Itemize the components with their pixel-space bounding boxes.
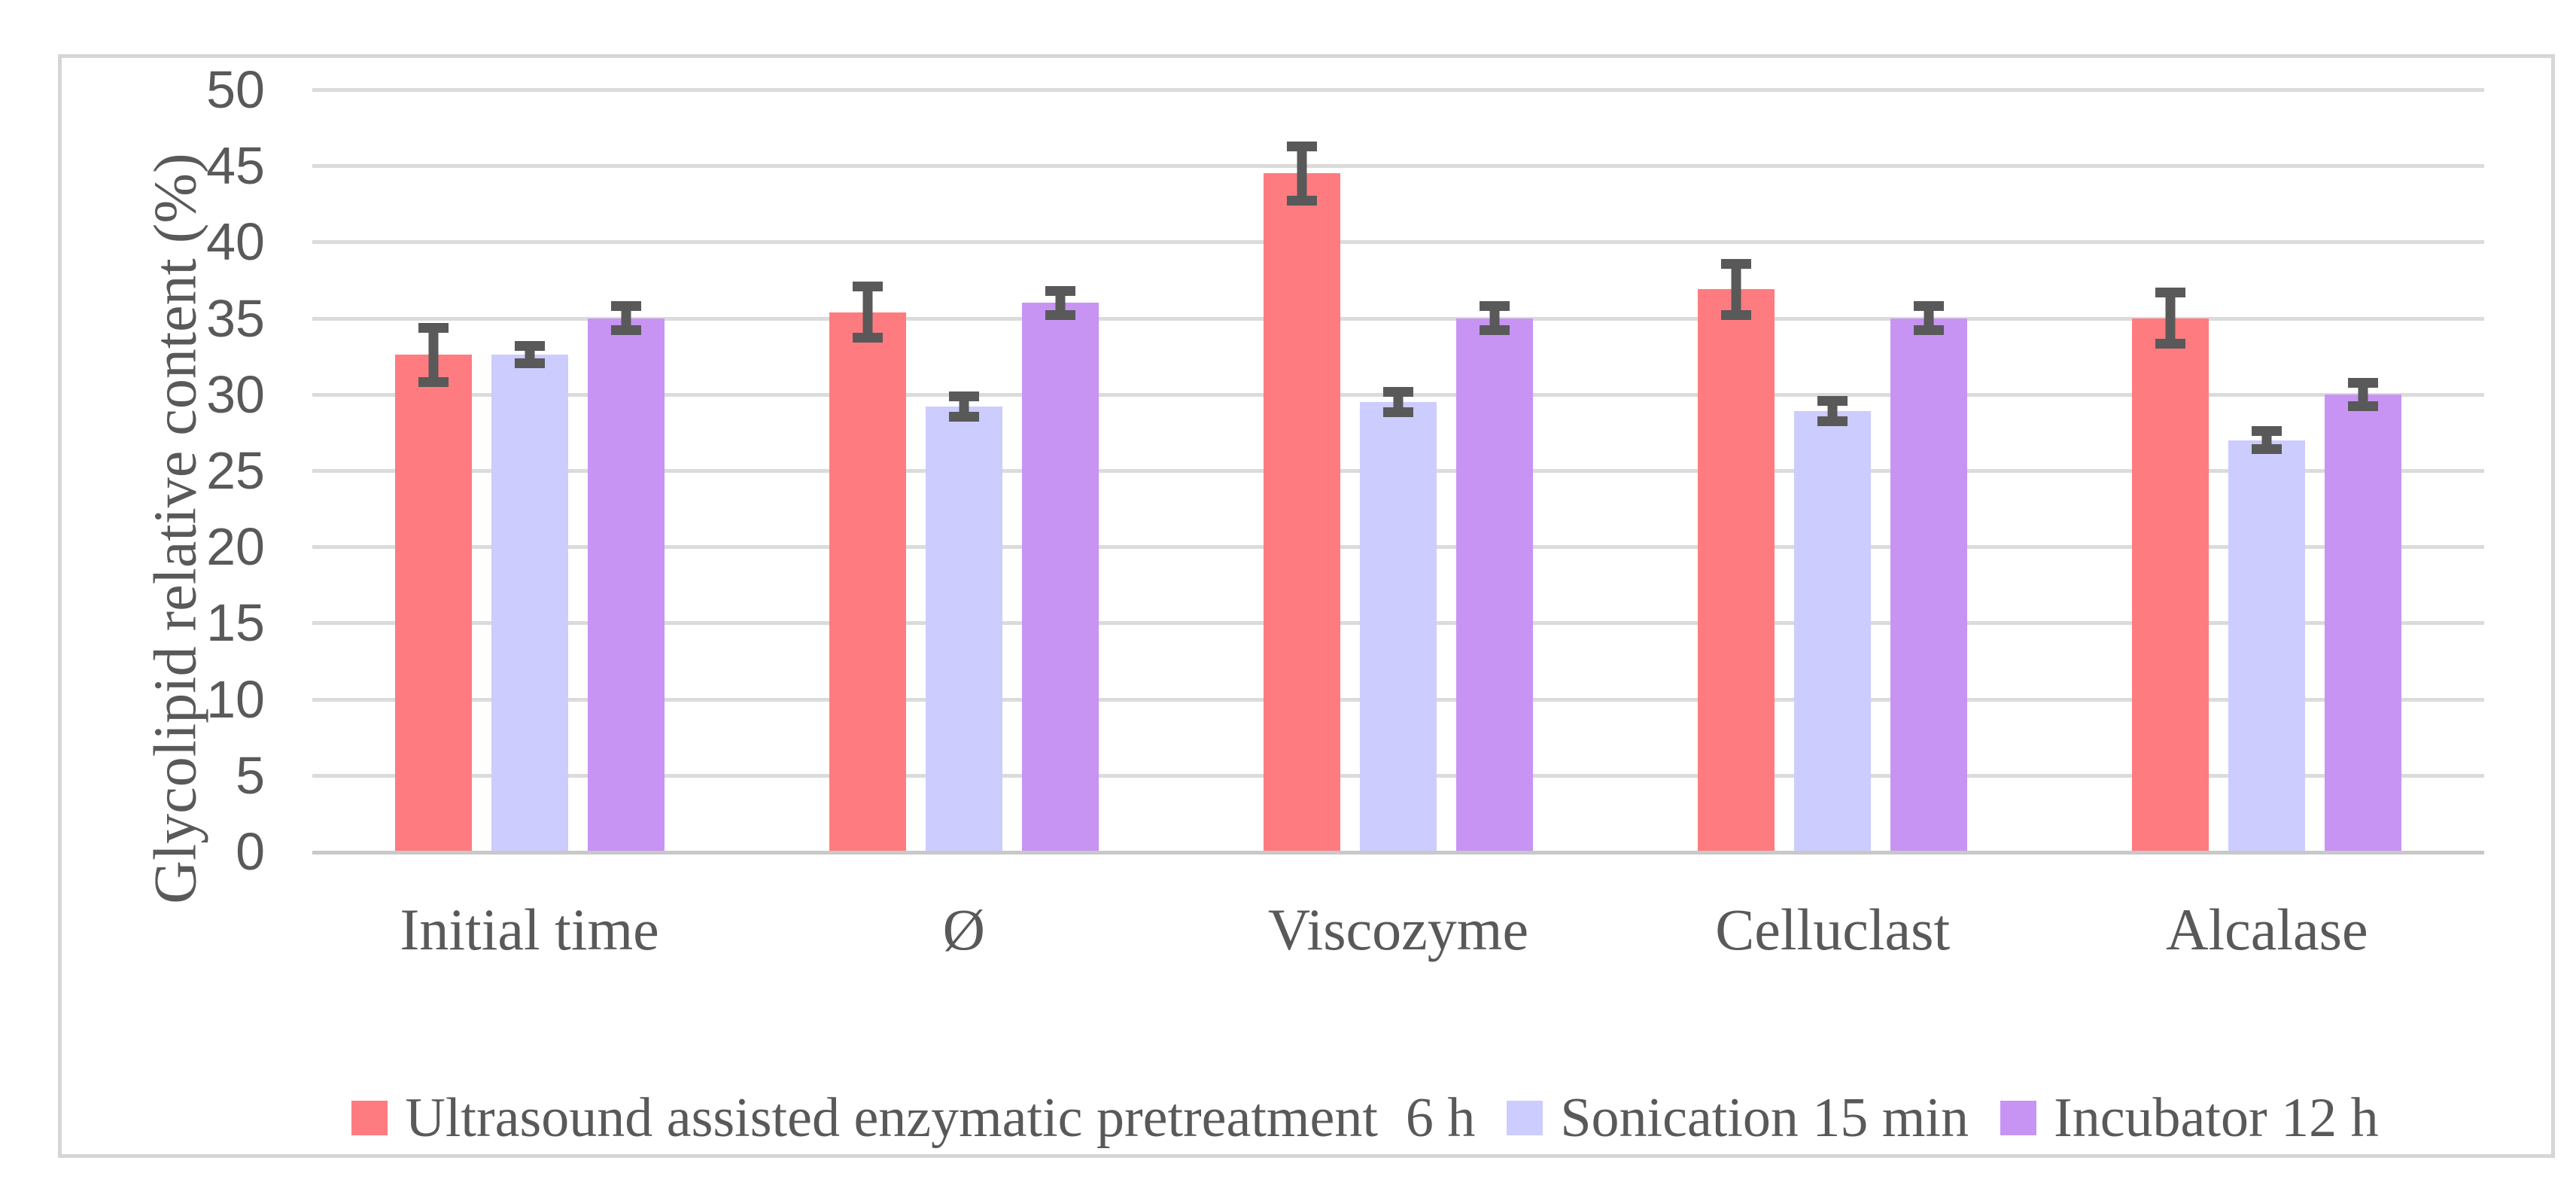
bar bbox=[1360, 401, 1437, 852]
error-bar-stem bbox=[1297, 141, 1307, 206]
error-bar-cap-top bbox=[948, 391, 979, 401]
error-bar-stem bbox=[428, 322, 439, 387]
error-bar-cap-top bbox=[2155, 288, 2186, 298]
bar bbox=[829, 312, 906, 852]
error-bar bbox=[829, 282, 906, 343]
bar bbox=[587, 318, 665, 852]
error-bar bbox=[588, 301, 665, 335]
error-bar bbox=[1360, 386, 1437, 418]
error-bar-cap-bottom bbox=[418, 376, 449, 387]
legend-label: Incubator 12 h bbox=[2054, 1087, 2379, 1149]
error-bar bbox=[1456, 301, 1533, 335]
error-bar bbox=[395, 322, 472, 387]
error-bar-cap-top bbox=[1480, 301, 1510, 312]
error-bar-cap-bottom bbox=[1045, 309, 1075, 320]
bar bbox=[1264, 173, 1340, 852]
category-label: Alcalase bbox=[2166, 897, 2368, 962]
error-bar-cap-top bbox=[1721, 258, 1752, 269]
error-bar-cap-bottom bbox=[1817, 416, 1848, 427]
error-bar bbox=[2132, 288, 2209, 349]
legend-swatch-lavender-icon bbox=[1507, 1101, 1543, 1135]
bar bbox=[1890, 318, 1968, 852]
error-bar-cap-bottom bbox=[2348, 401, 2379, 412]
error-bar-cap-top bbox=[852, 282, 883, 292]
bar bbox=[1698, 289, 1775, 852]
error-bar-cap-top bbox=[1383, 386, 1413, 397]
error-bar-cap-bottom bbox=[610, 324, 641, 335]
gridline bbox=[312, 316, 2484, 321]
error-bar bbox=[2228, 426, 2305, 454]
error-bar-cap-top bbox=[2252, 426, 2283, 437]
error-bar-cap-bottom bbox=[1480, 324, 1510, 335]
error-bar-cap-top bbox=[514, 340, 545, 351]
error-bar-cap-bottom bbox=[1383, 407, 1413, 418]
bar bbox=[1021, 303, 1099, 852]
gridline bbox=[312, 164, 2484, 169]
legend-item-sonication: Sonication 15 min bbox=[1507, 1088, 1969, 1148]
bar bbox=[1456, 318, 1533, 852]
legend-label: Sonication 15 min bbox=[1560, 1087, 1969, 1149]
legend-label: Ultrasound assisted enzymatic pretreatme… bbox=[405, 1087, 1476, 1149]
gridline bbox=[312, 240, 2484, 245]
x-axis-line bbox=[312, 851, 2484, 855]
category-label: Celluclast bbox=[1715, 897, 1951, 962]
error-bar-stem bbox=[2165, 288, 2176, 349]
y-tick-label: 10 bbox=[206, 669, 265, 729]
error-bar-cap-top bbox=[1914, 301, 1945, 312]
legend-item-incubator: Incubator 12 h bbox=[2000, 1088, 2379, 1148]
error-bar-cap-top bbox=[1045, 286, 1075, 297]
error-bar bbox=[491, 340, 568, 369]
error-bar-cap-bottom bbox=[2252, 443, 2283, 454]
error-bar bbox=[1890, 301, 1967, 335]
y-tick-label: 30 bbox=[206, 364, 265, 424]
error-bar-stem bbox=[1731, 258, 1741, 320]
category-label: Viscozyme bbox=[1267, 897, 1529, 962]
y-tick-label: 25 bbox=[206, 441, 265, 500]
error-bar-cap-bottom bbox=[852, 332, 883, 343]
y-tick-label: 0 bbox=[236, 822, 265, 881]
bar bbox=[2228, 440, 2306, 852]
error-bar bbox=[1794, 395, 1871, 427]
error-bar bbox=[1698, 258, 1775, 320]
legend-swatch-red-icon bbox=[351, 1101, 388, 1135]
error-bar-cap-top bbox=[1817, 395, 1848, 406]
y-tick-label: 40 bbox=[206, 212, 265, 272]
error-bar-cap-top bbox=[418, 322, 449, 333]
error-bar-cap-top bbox=[2348, 377, 2379, 388]
legend-swatch-purple-icon bbox=[2000, 1101, 2037, 1135]
error-bar-cap-bottom bbox=[514, 358, 545, 369]
category-label: Initial time bbox=[400, 897, 659, 962]
y-tick-label: 15 bbox=[206, 593, 265, 653]
error-bar-cap-top bbox=[1287, 141, 1317, 151]
bar bbox=[925, 406, 1002, 852]
bar bbox=[1794, 411, 1872, 852]
error-bar bbox=[1264, 141, 1340, 206]
bar bbox=[2325, 394, 2402, 852]
y-tick-label: 50 bbox=[206, 60, 265, 119]
error-bar bbox=[2325, 377, 2401, 412]
bar bbox=[491, 355, 568, 852]
error-bar-cap-top bbox=[610, 301, 641, 312]
y-tick-label: 20 bbox=[206, 517, 265, 577]
error-bar-cap-bottom bbox=[1721, 309, 1752, 320]
y-tick-label: 35 bbox=[206, 288, 265, 348]
category-label: Ø bbox=[942, 897, 985, 962]
gridline bbox=[312, 88, 2484, 92]
legend-item-ultrasound: Ultrasound assisted enzymatic pretreatme… bbox=[351, 1088, 1475, 1148]
legend: Ultrasound assisted enzymatic pretreatme… bbox=[123, 1088, 2576, 1148]
bar bbox=[394, 355, 472, 852]
error-bar bbox=[926, 391, 1002, 422]
error-bar bbox=[1022, 286, 1099, 320]
error-bar-stem bbox=[862, 282, 873, 343]
y-tick-label: 45 bbox=[206, 136, 265, 196]
bar bbox=[2132, 318, 2210, 852]
error-bar-cap-bottom bbox=[1287, 195, 1317, 206]
error-bar-cap-bottom bbox=[2155, 339, 2186, 349]
error-bar-cap-bottom bbox=[1914, 324, 1945, 335]
error-bar-cap-bottom bbox=[948, 412, 979, 422]
y-tick-label: 5 bbox=[236, 745, 265, 805]
chart-frame: Glycolipid relative content (%) 0 5 10 15 20… bbox=[58, 54, 2555, 1158]
